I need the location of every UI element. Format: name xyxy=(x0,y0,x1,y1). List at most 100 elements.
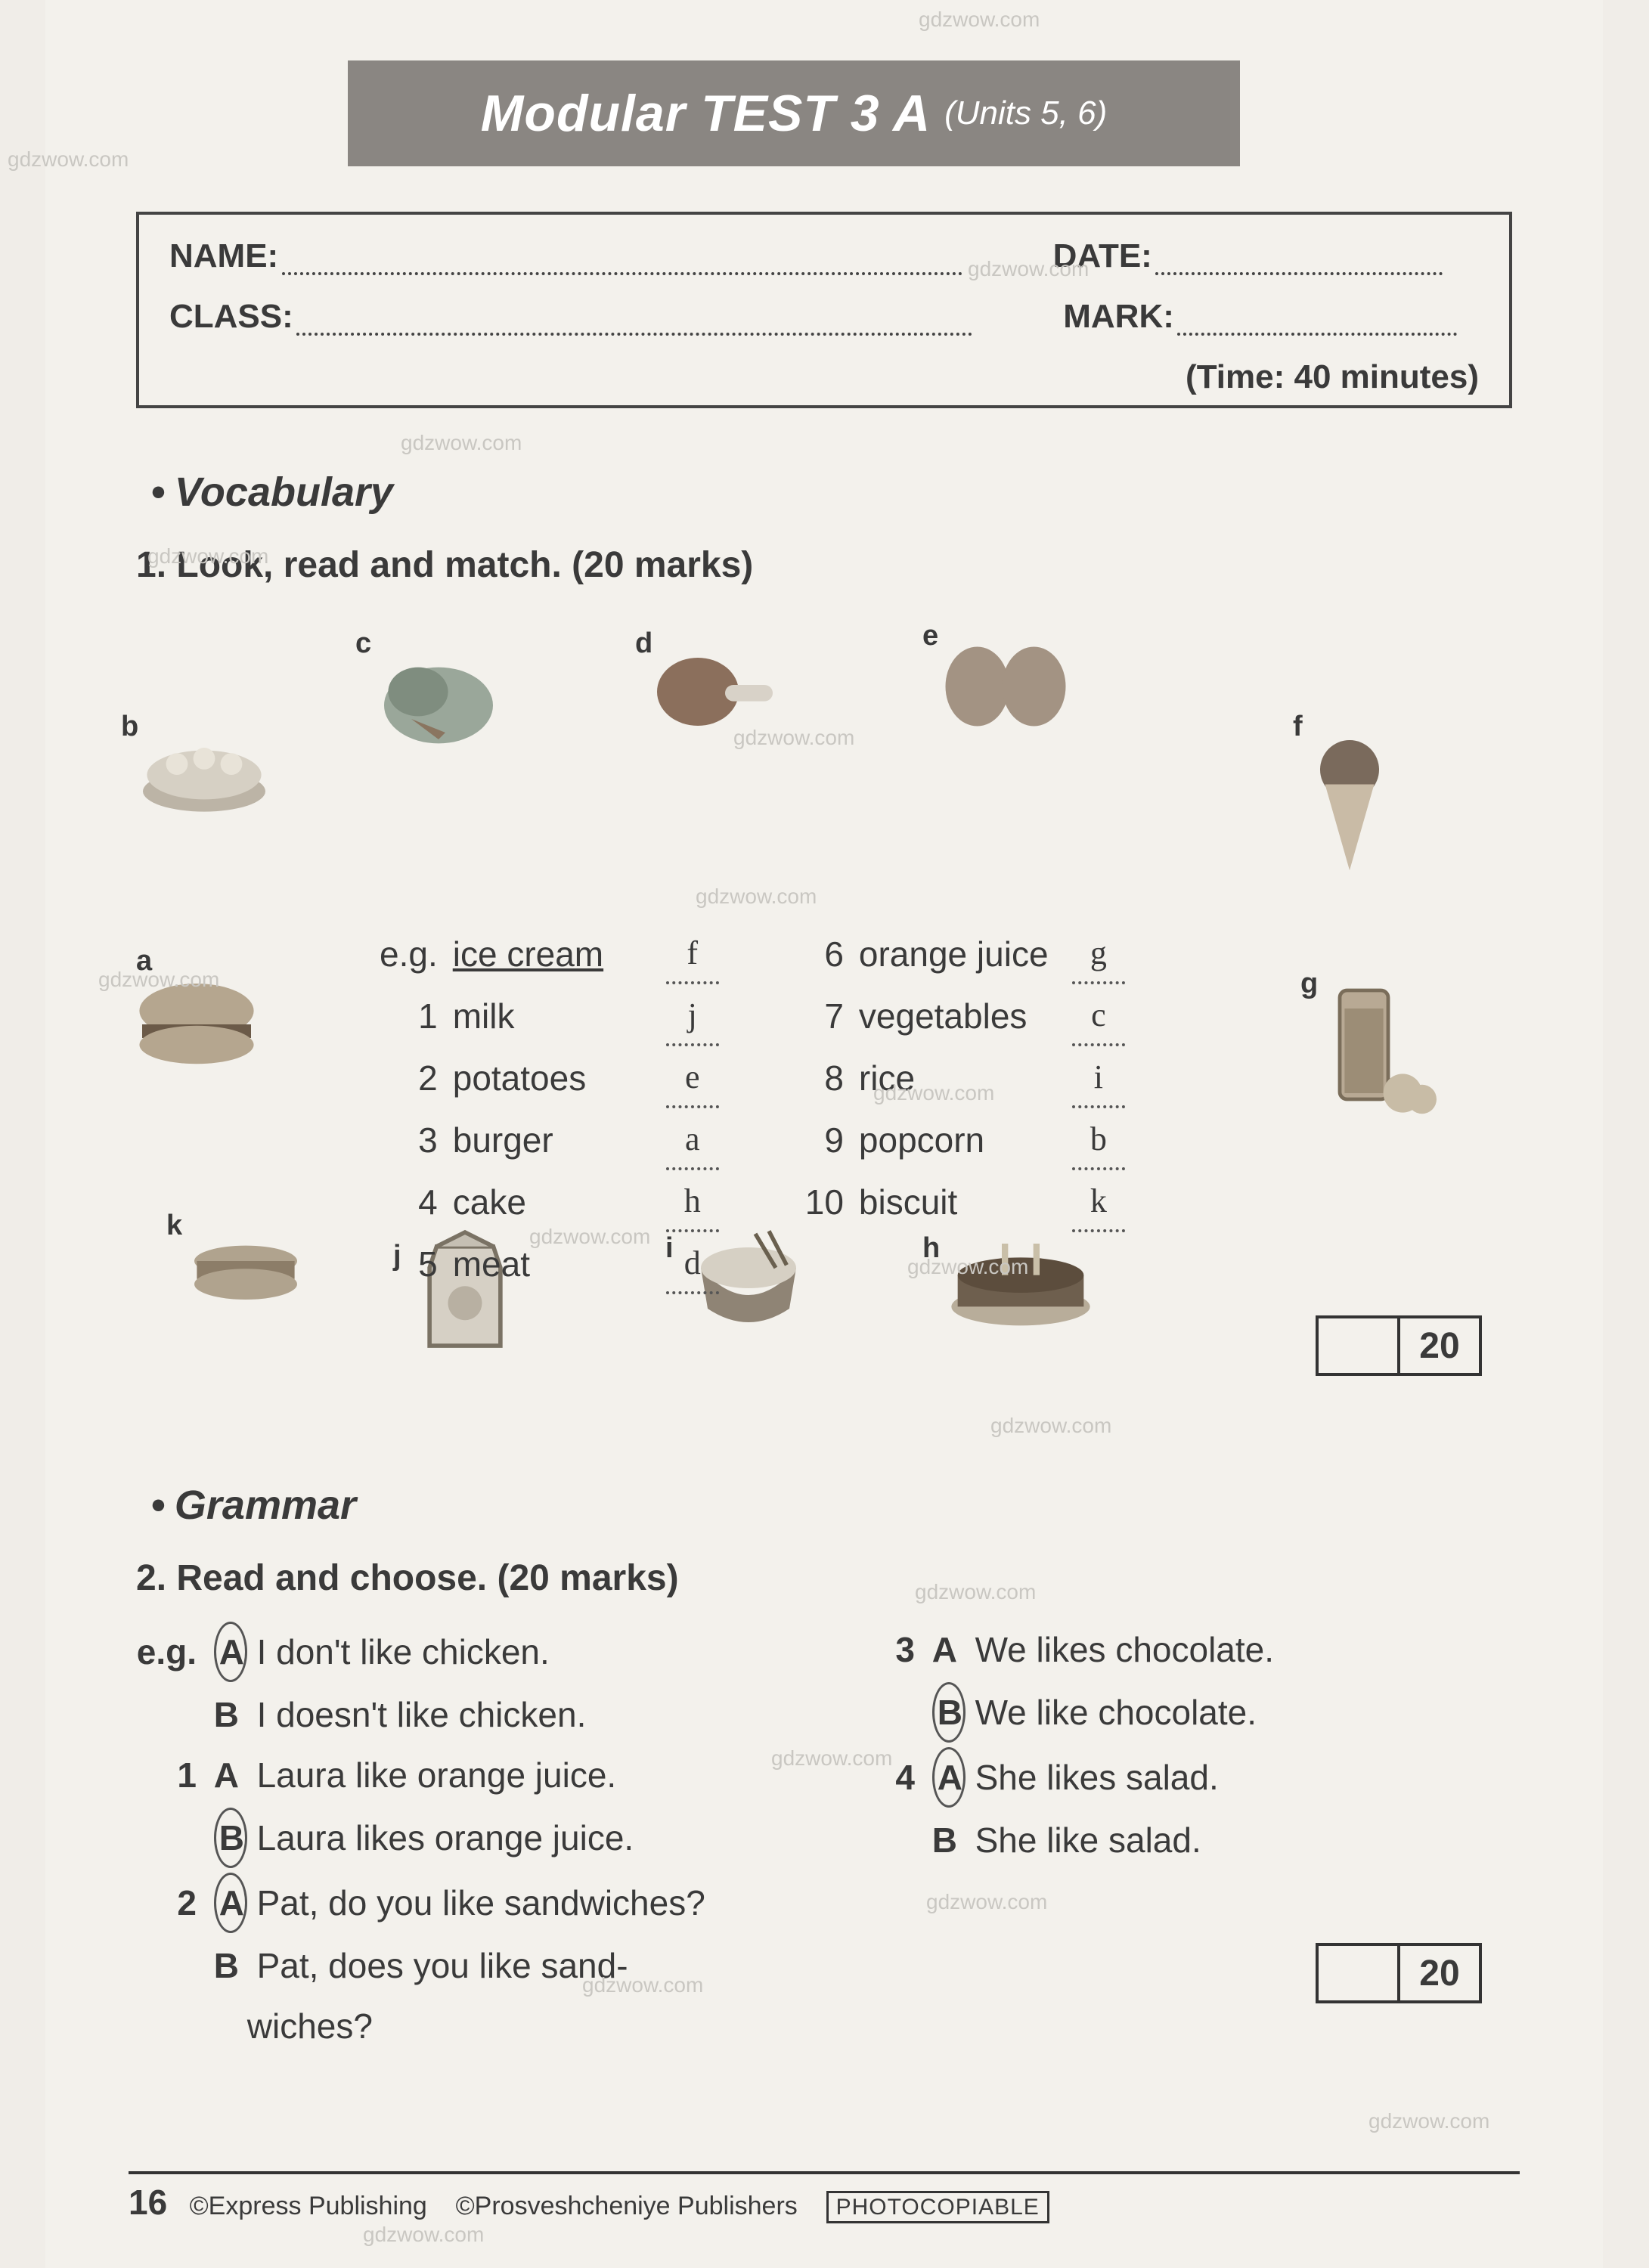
ice-cream-icon xyxy=(1300,733,1399,885)
grammar-q2-b2-text: wiches? xyxy=(247,2006,373,2046)
vocab-heading: •Vocabulary xyxy=(151,469,393,516)
name-field[interactable] xyxy=(282,249,962,275)
grammar-q4-opt-b[interactable]: B xyxy=(932,1812,966,1868)
grammar-eg-b: B I doesn't like chicken. xyxy=(136,1687,794,1743)
vocab-area: c d e b xyxy=(136,635,1512,1467)
item-10-word: biscuit xyxy=(859,1172,1071,1232)
item-5-word: meat xyxy=(453,1234,665,1294)
grammar-eg-opt-b: B xyxy=(214,1687,247,1743)
grammar-q1-opt-a[interactable]: A xyxy=(214,1747,247,1803)
grammar-q1-a: 1 A Laura like orange juice. xyxy=(136,1747,794,1803)
item-4-word: cake xyxy=(453,1172,665,1232)
item-2-num: 2 xyxy=(380,1048,451,1108)
pic-b-popcorn: b xyxy=(136,718,272,839)
grammar-eg-opt-a: A xyxy=(214,1622,247,1682)
grammar-q2-opt-b[interactable]: B xyxy=(214,1938,247,1994)
item-10-ans[interactable]: k xyxy=(1072,1173,1125,1232)
page-number: 16 xyxy=(129,2183,167,2222)
page-footer: 16 ©Express Publishing ©Prosveshcheniye … xyxy=(129,2171,1520,2223)
item-2-word: potatoes xyxy=(453,1048,665,1108)
grammar-q2-a-text: Pat, do you like sandwiches? xyxy=(257,1883,705,1923)
grammar-q1-b-text: Laura likes orange juice. xyxy=(257,1818,634,1857)
item-6-num: 6 xyxy=(805,924,857,984)
grammar-q3-opt-a[interactable]: A xyxy=(932,1622,966,1678)
pic-c-vegetables: c xyxy=(370,635,507,756)
item-9-word: popcorn xyxy=(859,1110,1071,1170)
eg-label: e.g. xyxy=(380,924,451,984)
grammar-q1-a-text: Laura like orange juice. xyxy=(257,1755,617,1795)
mark-field[interactable] xyxy=(1177,310,1457,336)
popcorn-icon xyxy=(136,718,272,832)
grammar-eg-b-text: I doesn't like chicken. xyxy=(257,1695,587,1734)
item-6-ans[interactable]: g xyxy=(1072,925,1125,984)
item-4-num: 4 xyxy=(380,1172,451,1232)
grammar-q3-a-text: We likes chocolate. xyxy=(975,1630,1274,1669)
vocab-score-max: 20 xyxy=(1400,1318,1479,1373)
item-9-num: 9 xyxy=(805,1110,857,1170)
item-3-word: burger xyxy=(453,1110,665,1170)
pic-a-burger: a xyxy=(129,968,265,1089)
eg-word: ice cream xyxy=(453,924,665,984)
burger-icon xyxy=(129,968,265,1081)
date-field[interactable] xyxy=(1155,249,1443,275)
pic-e-potatoes: e xyxy=(938,627,1074,748)
grammar-q4-opt-a[interactable]: A xyxy=(932,1747,966,1808)
vocab-task: 1. Look, read and match. (20 marks) xyxy=(136,544,753,586)
item-5-num: 5 xyxy=(380,1234,451,1294)
class-field[interactable] xyxy=(296,310,972,336)
item-6-word: orange juice xyxy=(859,924,1071,984)
item-4-ans[interactable]: h xyxy=(666,1173,719,1232)
photocopiable-label: PHOTOCOPIABLE xyxy=(826,2191,1049,2223)
title-bar: Modular TEST 3 A (Units 5, 6) xyxy=(348,60,1240,166)
grammar-score-blank[interactable] xyxy=(1319,1946,1400,2000)
grammar-q3-b: B We like chocolate. xyxy=(854,1682,1512,1743)
grammar-eg: e.g. A I don't like chicken. xyxy=(136,1622,794,1682)
item-2-ans[interactable]: e xyxy=(666,1049,719,1108)
grammar-q3-a: 3 A We likes chocolate. xyxy=(854,1622,1512,1678)
worksheet-page: Modular TEST 3 A (Units 5, 6) NAME: DATE… xyxy=(45,0,1603,2268)
publisher-2: ©Prosveshcheniye Publishers xyxy=(456,2192,798,2220)
grammar-q1-opt-b[interactable]: B xyxy=(214,1808,247,1868)
item-3-num: 3 xyxy=(380,1110,451,1170)
grammar-eg-a-text: I don't like chicken. xyxy=(257,1632,550,1672)
orange-juice-icon xyxy=(1316,975,1437,1126)
item-5-ans[interactable]: d xyxy=(666,1235,719,1294)
date-label: DATE: xyxy=(1053,237,1152,274)
test-subtitle: (Units 5, 6) xyxy=(944,94,1107,132)
grammar-eg-label: e.g. xyxy=(136,1624,204,1680)
grammar-q4-num: 4 xyxy=(854,1749,922,1805)
publisher-1: ©Express Publishing xyxy=(190,2192,427,2220)
item-8-num: 8 xyxy=(805,1048,857,1108)
item-7-ans[interactable]: c xyxy=(1072,987,1125,1046)
grammar-q4-a-text: She likes salad. xyxy=(975,1758,1219,1797)
pic-d-meat: d xyxy=(650,635,786,756)
item-9-ans[interactable]: b xyxy=(1072,1111,1125,1170)
grammar-q3-b-text: We like chocolate. xyxy=(975,1693,1257,1732)
biscuit-icon xyxy=(181,1217,310,1331)
grammar-q4-b: B She like salad. xyxy=(854,1812,1512,1868)
grammar-q1-b: B Laura likes orange juice. xyxy=(136,1808,794,1868)
grammar-q2-b-text: Pat, does you like sand- xyxy=(257,1946,628,1985)
grammar-heading-text: Grammar xyxy=(175,1483,356,1528)
potatoes-icon xyxy=(938,627,1074,741)
class-label: CLASS: xyxy=(169,298,293,335)
grammar-q2-a: 2 A Pat, do you like sandwiches? xyxy=(136,1873,794,1933)
grammar-q2-num: 2 xyxy=(136,1875,204,1931)
grammar-q2-b: B Pat, does you like sand- xyxy=(136,1938,794,1994)
grammar-score-box: 20 xyxy=(1316,1943,1482,2003)
vegetables-icon xyxy=(370,635,507,748)
item-3-ans[interactable]: a xyxy=(666,1111,719,1170)
pic-f-ice-cream: f xyxy=(1300,733,1399,892)
grammar-q3-opt-b[interactable]: B xyxy=(932,1682,966,1743)
name-label: NAME: xyxy=(169,237,278,274)
vocab-score-blank[interactable] xyxy=(1319,1318,1400,1373)
item-8-ans[interactable]: i xyxy=(1072,1049,1125,1108)
item-1-ans[interactable]: j xyxy=(666,987,719,1046)
grammar-q4-b-text: She like salad. xyxy=(975,1820,1201,1860)
vocab-score-box: 20 xyxy=(1316,1315,1482,1376)
item-1-word: milk xyxy=(453,986,665,1046)
grammar-q2-opt-a[interactable]: A xyxy=(214,1873,247,1933)
item-7-num: 7 xyxy=(805,986,857,1046)
eg-ans: f xyxy=(666,925,719,984)
grammar-task: 2. Read and choose. (20 marks) xyxy=(136,1557,1512,1599)
